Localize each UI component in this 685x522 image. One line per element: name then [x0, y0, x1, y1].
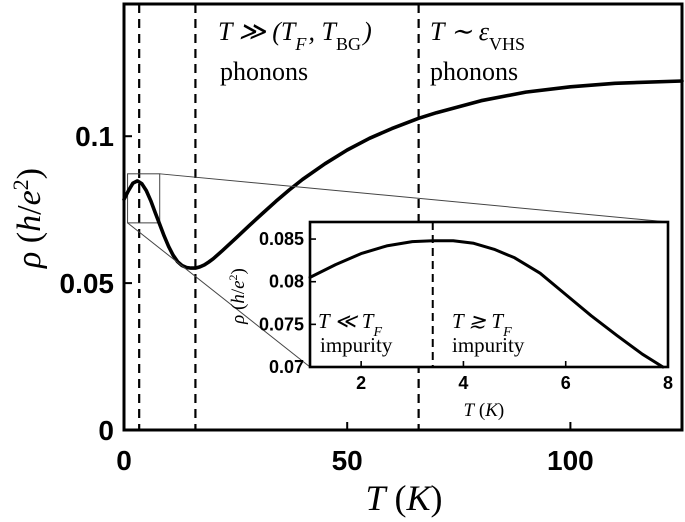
inset-x-tick-label: 4 [458, 373, 468, 393]
inset-y-tick-label: 0.075 [259, 314, 304, 334]
main-plot: 0 50 100 0 0.05 0.1 T (K) ρ (h/e2) T ≫ (TF , TBG… [8, 2, 684, 518]
inset-x-tick-label: 8 [663, 373, 673, 393]
x-axis-label: T (K) [365, 478, 442, 518]
annotation-phonons-high-T-label: phonons [220, 57, 308, 86]
inset-background [310, 222, 668, 367]
zoom-region-box [127, 173, 161, 224]
inset-axes-frame [308, 220, 670, 369]
inset-annotation-impurity-low: T ≪ TF [318, 309, 384, 340]
inset-annotation-impurity-high-label: impurity [452, 333, 525, 357]
inset-plot: 2 4 6 8 0.07 0.075 0.08 0.085 T (K) ρ (h/e2) T ≪ T… [226, 220, 673, 421]
inset-series-line [308, 239, 665, 369]
y-axis-label: ρ (h/e2) [8, 168, 49, 269]
x-tick-label: 0 [116, 445, 132, 476]
zoom-connector-bottom [127, 222, 311, 368]
inset-annotation-impurity-low-label: impurity [320, 333, 393, 357]
main-axes-frame [122, 2, 684, 432]
main-series-line [122, 79, 684, 270]
inset-annotation-impurity-high: T ≳ TF [452, 309, 513, 340]
annotation-phonons-vhs-label: phonons [430, 57, 518, 86]
inset-y-tick-label: 0.085 [259, 229, 304, 249]
inset-y-tick-label: 0.08 [269, 272, 304, 292]
y-tick-label: 0.1 [75, 121, 114, 152]
x-tick-label: 100 [547, 445, 594, 476]
inset-y-tick-label: 0.07 [269, 357, 304, 377]
inset-y-axis-label: ρ (h/e2) [226, 268, 249, 325]
annotation-phonons-vhs: T ∼ εVHS [430, 17, 527, 54]
inset-x-tick-label: 2 [356, 373, 366, 393]
y-tick-label: 0.05 [60, 268, 115, 299]
inset-x-tick-label: 6 [561, 373, 571, 393]
inset-x-axis-label: T (K) [464, 400, 505, 421]
x-tick-label: 50 [332, 445, 363, 476]
zoom-connector-top [159, 173, 669, 223]
annotation-phonons-high-T: T ≫ (TF , TBG ) [218, 17, 372, 54]
y-tick-label: 0 [98, 415, 114, 446]
